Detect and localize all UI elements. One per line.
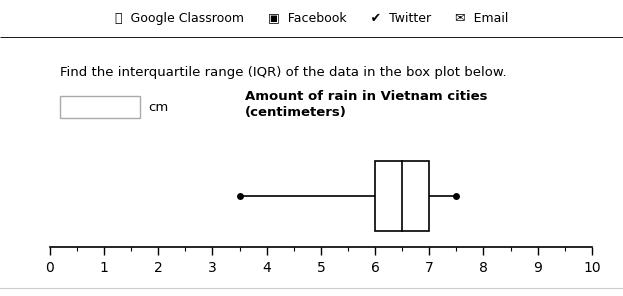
Text: ⬞  Google Classroom      ▣  Facebook      ✔  Twitter      ✉  Email: ⬞ Google Classroom ▣ Facebook ✔ Twitter … [115, 12, 508, 25]
Text: cm: cm [148, 101, 168, 114]
Bar [60, 96, 140, 118]
Text: (centimeters): (centimeters) [245, 106, 347, 119]
Text: Find the interquartile range (IQR) of the data in the box plot below.: Find the interquartile range (IQR) of th… [60, 66, 506, 79]
Bar [375, 161, 429, 231]
Text: Amount of rain in Vietnam cities: Amount of rain in Vietnam cities [245, 90, 488, 103]
